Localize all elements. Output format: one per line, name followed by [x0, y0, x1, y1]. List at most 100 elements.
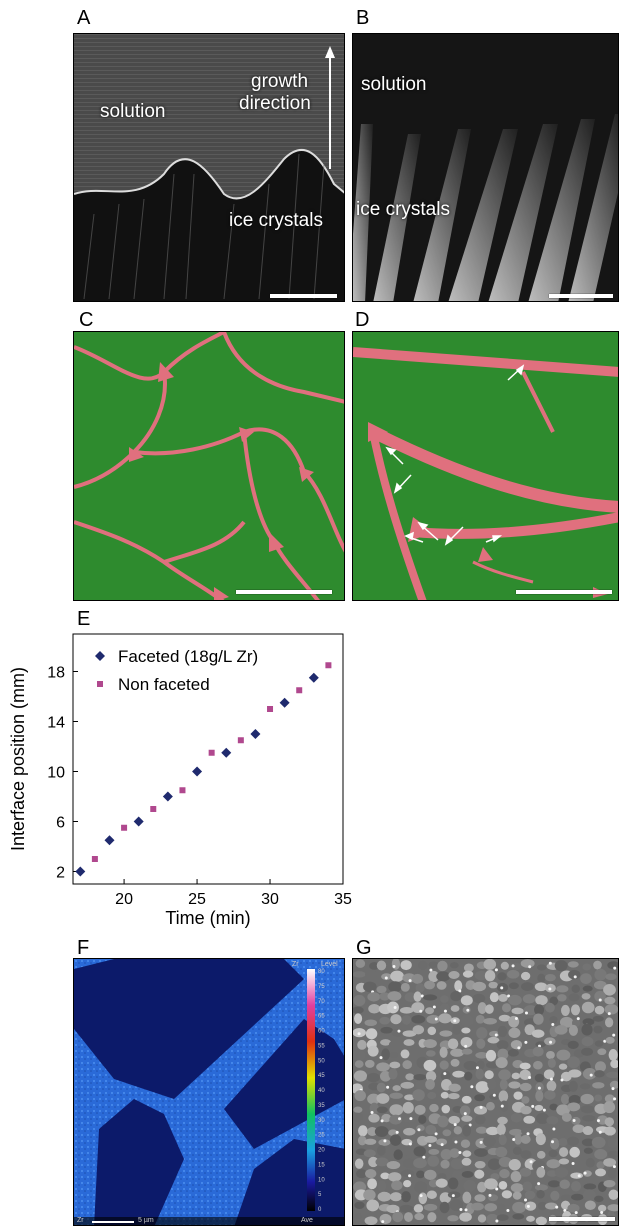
sem-bright-particle [492, 1093, 496, 1097]
sem-grain [376, 985, 387, 994]
sem-grain [368, 1004, 381, 1014]
sem-grain [475, 1068, 484, 1080]
sem-grain [556, 1049, 571, 1061]
sem-grain [607, 1150, 618, 1158]
sem-grain [363, 1189, 376, 1201]
sem-grain [380, 1026, 393, 1034]
y-tick-label: 14 [47, 715, 65, 732]
sem-grain [537, 1201, 548, 1211]
x-tick-label: 25 [188, 891, 206, 908]
sem-grain [594, 1040, 604, 1047]
sem-grain [605, 1036, 615, 1044]
sem-grain [509, 1128, 523, 1136]
sem-grain [440, 1159, 450, 1169]
sem-grain [447, 1038, 459, 1050]
sem-grain [490, 1173, 500, 1181]
sem-grain [496, 1123, 506, 1136]
sem-grain [532, 1046, 544, 1057]
sem-grain [548, 1149, 558, 1158]
sem-grain [463, 1180, 477, 1192]
data-point-series-1 [162, 791, 173, 802]
sem-grain [524, 1190, 536, 1200]
sem-grain [497, 1116, 508, 1125]
sem-grain [393, 1149, 403, 1160]
sem-grain [400, 1049, 410, 1059]
level-tick-label: 15 [318, 1162, 325, 1168]
sem-grain [506, 969, 520, 979]
sem-bright-particle [598, 998, 602, 1002]
sem-grain [535, 1216, 547, 1225]
sem-bright-particle [572, 1119, 576, 1123]
panel-c-graphic [74, 332, 344, 600]
sem-grain [544, 1090, 556, 1100]
sem-grain [470, 1202, 484, 1211]
sem-grain [558, 1063, 568, 1070]
sem-grain [460, 1139, 471, 1148]
sem-grain [508, 1081, 521, 1089]
sem-bright-particle [500, 1104, 504, 1108]
eds-footer-right: Ave [301, 1217, 313, 1224]
sem-grain [427, 1026, 437, 1036]
sem-bright-particle [598, 1130, 602, 1134]
sem-grain [464, 1071, 473, 1081]
sem-grain [447, 1092, 460, 1100]
sem-grain [508, 1159, 521, 1171]
sem-grain [571, 984, 580, 993]
sem-grain [437, 960, 448, 972]
sem-grain [403, 1179, 412, 1188]
sem-grain [425, 1124, 437, 1135]
sem-grain [512, 1146, 522, 1155]
sem-grain [591, 1136, 606, 1149]
sem-grain [367, 1093, 381, 1105]
sem-grain [389, 1114, 403, 1125]
sem-grain [604, 1117, 615, 1127]
sem-grain [496, 1040, 509, 1050]
sem-grain [413, 991, 422, 1002]
sem-grain [547, 1180, 561, 1188]
sem-grain [364, 1216, 378, 1225]
sem-grain [512, 1213, 525, 1220]
sem-grain [483, 959, 497, 970]
sem-grain [509, 962, 522, 971]
panel-e-chart: 20 25 30 35 2 6 10 14 18 Faceted (18g/L Zr) Non … [8, 633, 352, 928]
sem-grain [609, 1080, 618, 1089]
sem-grain [531, 1029, 545, 1038]
sem-grain [390, 970, 404, 982]
sem-grain [356, 1169, 368, 1179]
panel-d-graphic [353, 347, 618, 600]
level-tick-label: 60 [318, 1029, 325, 1035]
sem-grain [594, 990, 606, 1002]
data-point-series-2 [237, 737, 244, 744]
sem-grain [558, 1147, 569, 1157]
sem-grain [380, 1039, 392, 1046]
sem-bright-particle [420, 994, 424, 998]
sem-grain [560, 1093, 570, 1105]
sem-grain [497, 972, 507, 981]
sem-bright-particle [560, 1078, 564, 1082]
sem-grain [519, 1082, 532, 1092]
sem-grain [545, 1002, 555, 1013]
sem-grain [533, 1013, 544, 1025]
sem-grain [426, 1190, 437, 1199]
sem-grain [369, 962, 380, 970]
level-tick-label: 55 [318, 1043, 325, 1049]
sem-grain [594, 1195, 604, 1203]
sem-grain [440, 995, 449, 1003]
panel-a-ice-label: ice crystals [229, 210, 323, 231]
sem-bright-particle [576, 1017, 580, 1021]
sem-grain [581, 993, 591, 1000]
sem-grain [428, 1148, 440, 1155]
sem-grain [567, 1136, 579, 1146]
sem-grain [460, 1014, 474, 1027]
panel-a-solution-label: solution [100, 101, 166, 122]
sem-grain [484, 1203, 498, 1212]
sem-grain [475, 1081, 490, 1093]
sem-grain [489, 992, 499, 1003]
sem-grain [546, 1116, 559, 1125]
panel-d-image [352, 331, 619, 601]
sem-grain [603, 1179, 616, 1188]
sem-bright-particle [548, 987, 552, 991]
sem-grain [550, 1190, 560, 1201]
sem-grain [392, 1211, 404, 1223]
sem-grain [604, 996, 616, 1005]
